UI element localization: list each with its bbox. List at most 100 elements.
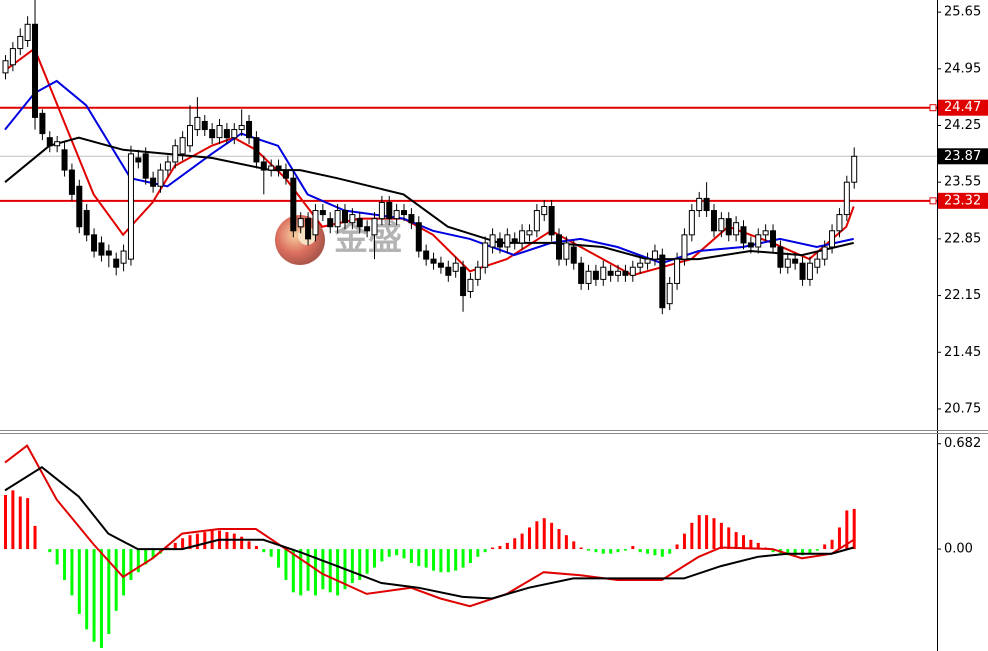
y-tick-label: 20.75 — [944, 401, 981, 416]
candle-body — [843, 181, 850, 216]
candle-body — [740, 226, 747, 244]
candle-body — [386, 201, 393, 220]
last-price-label: 23.87 — [944, 149, 981, 164]
candle-body — [61, 149, 68, 171]
candle-body — [762, 230, 769, 236]
candle-body — [674, 258, 681, 284]
candle-body — [142, 153, 149, 179]
y-tick-label: 24.25 — [944, 118, 981, 133]
candle-body — [238, 125, 245, 131]
candle-body — [806, 262, 813, 280]
candle-body — [164, 161, 171, 171]
candle-body — [319, 210, 326, 216]
candle-body — [408, 214, 415, 224]
candle-body — [253, 137, 260, 163]
candle-body — [127, 153, 134, 260]
candle-body — [356, 218, 363, 228]
y-tick-label: 22.15 — [944, 288, 981, 303]
candle-body — [231, 129, 238, 139]
candle-body — [578, 262, 585, 284]
candle-body — [334, 210, 341, 228]
candle-body — [659, 254, 666, 309]
candle-body — [607, 270, 614, 276]
candle-body — [570, 246, 577, 264]
candle-body — [703, 197, 710, 212]
candle-body — [533, 210, 540, 232]
candle-body — [17, 35, 24, 50]
candle-body — [341, 210, 348, 224]
candle-body — [600, 266, 607, 280]
candle-body — [223, 129, 230, 139]
candle-body — [68, 169, 75, 195]
last-price-tag — [938, 148, 988, 165]
candle-body — [371, 218, 378, 236]
candle-body — [718, 218, 725, 232]
candle-body — [482, 242, 489, 268]
candle-body — [666, 282, 673, 305]
candle-body — [2, 60, 9, 74]
candle-body — [172, 145, 179, 163]
candle-body — [290, 177, 297, 232]
candle-body — [113, 258, 120, 268]
candle-body — [187, 125, 193, 147]
candle-body — [209, 129, 216, 139]
candle-body — [519, 230, 526, 244]
level-marker — [929, 197, 937, 205]
level-marker — [929, 104, 937, 112]
level-tag — [938, 99, 988, 116]
level-tag — [938, 192, 988, 209]
candle-body — [622, 270, 629, 276]
candle-body — [150, 177, 157, 187]
candle-body — [105, 250, 112, 256]
candle-body — [526, 230, 533, 236]
candle-body — [305, 218, 312, 240]
candle-body — [615, 270, 622, 276]
candle-body — [452, 262, 459, 272]
candle-body — [327, 218, 334, 228]
candle-body — [268, 165, 275, 171]
y-tick-label: 24.95 — [944, 61, 981, 76]
indicator-line — [4, 465, 854, 600]
candle-body — [445, 266, 452, 276]
level-label: 24.47 — [944, 100, 981, 115]
candle-body — [777, 246, 784, 268]
candle-body — [393, 210, 400, 220]
candle-body — [504, 234, 511, 248]
candle-body — [401, 210, 408, 216]
level-label: 23.32 — [944, 193, 981, 208]
candle-body — [784, 258, 791, 268]
y-tick-label: 23.55 — [944, 175, 981, 190]
candle-body — [423, 250, 430, 260]
candle-body — [688, 210, 695, 236]
candle-body — [696, 197, 703, 212]
candle-body — [511, 238, 518, 244]
candle-body — [54, 141, 61, 147]
candle-body — [592, 270, 599, 280]
indicator-line — [4, 136, 854, 261]
candle-body — [216, 125, 223, 139]
candle-body — [629, 266, 636, 276]
candle-body — [275, 165, 282, 171]
candle-body — [496, 238, 503, 248]
candle-body — [467, 278, 474, 293]
candle-body — [260, 161, 267, 171]
candle-body — [489, 234, 496, 248]
candle-body — [194, 116, 201, 131]
candle-body — [755, 234, 762, 248]
candle-body — [836, 214, 843, 232]
candle-body — [814, 258, 821, 268]
candle-body — [135, 157, 142, 163]
candle-body — [792, 258, 799, 264]
y-tick-label: 25.65 — [944, 5, 981, 20]
candle-body — [851, 155, 858, 183]
candle-body — [541, 205, 548, 216]
candle-body — [120, 250, 127, 264]
candle-body — [725, 218, 732, 236]
candle-body — [710, 210, 717, 232]
candle-body — [430, 258, 437, 264]
candle-body — [378, 201, 385, 220]
y-tick-label: 22.85 — [944, 231, 981, 246]
candle-body — [437, 262, 444, 268]
